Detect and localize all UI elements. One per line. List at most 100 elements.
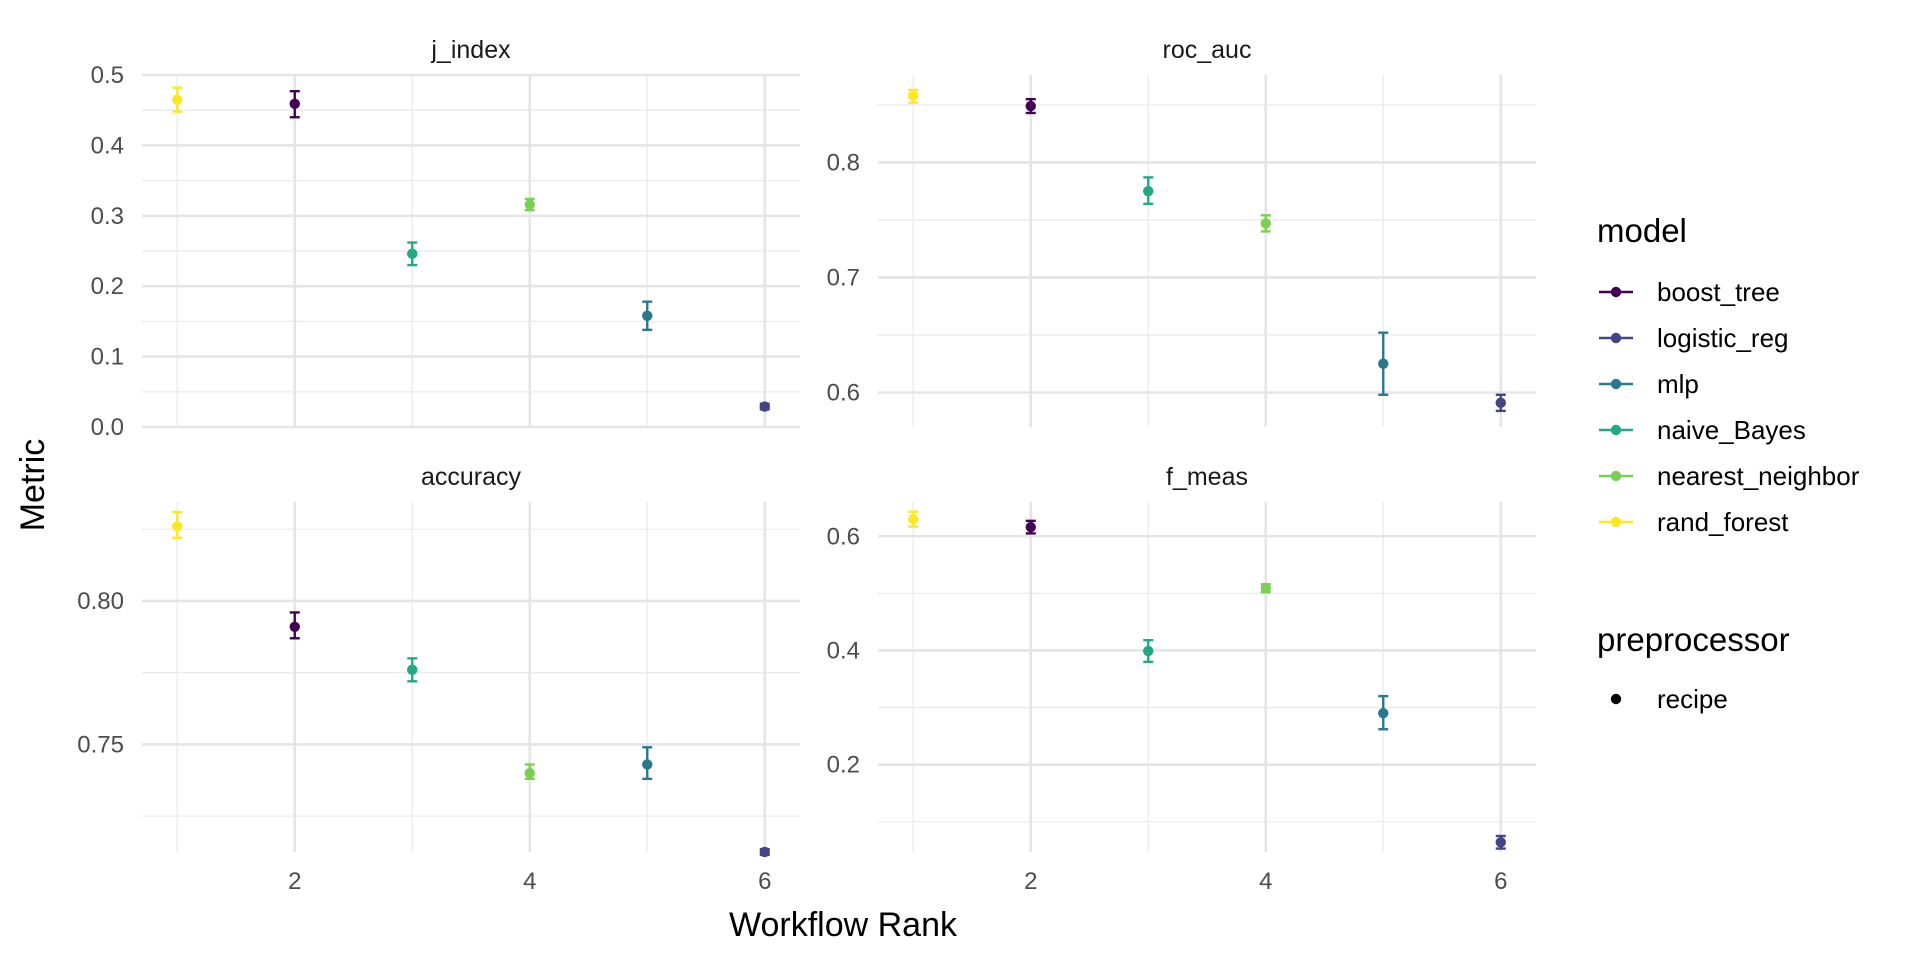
point-mlp (642, 300, 653, 332)
legend-label: logistic_reg (1657, 323, 1789, 353)
panel-title: accuracy (421, 463, 522, 491)
legend-key-point (1610, 424, 1622, 436)
data-point (289, 98, 300, 110)
point-naive_Bayes (1143, 638, 1154, 664)
point-logistic_reg (1495, 393, 1506, 413)
point-rand_forest (908, 510, 919, 528)
data-point (642, 310, 653, 321)
point-mlp (1378, 694, 1389, 731)
legend-model-title: model (1597, 212, 1687, 249)
legend-preprocessor-title: preprocessor (1597, 621, 1790, 658)
point-logistic_reg (759, 401, 770, 412)
data-point (1143, 645, 1154, 657)
point-boost_tree (289, 611, 300, 640)
y-tick-label: 0.75 (77, 731, 124, 758)
x-tick-label: 2 (288, 868, 301, 895)
panel-roc_auc: roc_auc 0.6 0.7 0.8 (827, 36, 1536, 427)
y-tick-label: 0.4 (91, 132, 124, 159)
data-point (524, 199, 535, 210)
legend-key-point (1610, 693, 1622, 705)
point-naive_Bayes (1143, 176, 1154, 206)
panel-title: roc_auc (1163, 36, 1252, 64)
data-point (1495, 397, 1506, 409)
data-point (289, 621, 300, 632)
point-nearest_neighbor (524, 197, 535, 212)
data-point (908, 513, 919, 525)
legend-key-point (1610, 332, 1622, 344)
point-rand_forest (908, 88, 919, 104)
data-point (1025, 521, 1036, 533)
y-tick-label: 0.4 (827, 637, 860, 664)
panel-title: j_index (430, 36, 511, 64)
point-naive_Bayes (407, 241, 418, 267)
x-axis-title: Workflow Rank (729, 906, 958, 944)
data-point (1143, 185, 1154, 197)
point-boost_tree (289, 89, 300, 119)
point-mlp (1378, 331, 1389, 396)
legend-label: rand_forest (1657, 507, 1789, 537)
data-point (759, 401, 770, 412)
y-tick-label: 0.2 (91, 273, 124, 300)
legend-label: mlp (1657, 369, 1699, 399)
point-logistic_reg (1495, 834, 1506, 850)
point-nearest_neighbor (1260, 214, 1271, 233)
x-tick-label: 2 (1024, 868, 1037, 895)
y-tick-label: 0.8 (827, 149, 860, 176)
legend-item-boost_tree: boost_tree (1599, 277, 1780, 307)
data-point (1378, 708, 1389, 719)
legend-item-naive_Bayes: naive_Bayes (1599, 415, 1806, 445)
x-tick-label: 6 (758, 868, 771, 895)
point-rand_forest (172, 510, 183, 540)
y-axis-title: Metric (14, 439, 52, 532)
data-point (759, 846, 770, 858)
data-point (172, 94, 183, 105)
x-tick-label: 4 (523, 868, 536, 895)
point-nearest_neighbor (524, 763, 535, 781)
legend-preprocessor-items: recipe (1610, 684, 1728, 714)
legend-label: naive_Bayes (1657, 415, 1806, 445)
panel-title: f_meas (1166, 463, 1248, 491)
data-point (524, 767, 535, 779)
point-rand_forest (172, 86, 183, 113)
legend-item-nearest_neighbor: nearest_neighbor (1599, 461, 1860, 491)
data-point (1378, 358, 1389, 369)
legend-key-point (1610, 378, 1622, 390)
legend-item-logistic_reg: logistic_reg (1599, 323, 1789, 353)
data-point (1260, 218, 1271, 229)
point-boost_tree (1025, 97, 1036, 115)
legend-item-mlp: mlp (1599, 369, 1699, 399)
panel-accuracy: accuracy 0.75 0.80 2 4 6 (77, 463, 800, 895)
legend-key-point (1610, 470, 1622, 482)
y-tick-label: 0.6 (827, 523, 860, 550)
data-point (1495, 837, 1506, 848)
y-tick-label: 0.0 (91, 414, 124, 441)
x-tick-label: 6 (1494, 868, 1507, 895)
data-point (407, 664, 418, 676)
data-point (407, 248, 418, 260)
legend-item-rand_forest: rand_forest (1599, 507, 1789, 537)
point-mlp (642, 746, 653, 781)
point-naive_Bayes (407, 657, 418, 683)
x-tick-label: 4 (1259, 868, 1272, 895)
data-point (1025, 100, 1036, 112)
legend-label: nearest_neighbor (1657, 461, 1860, 491)
legend-key-point (1610, 286, 1622, 298)
y-tick-label: 0.5 (91, 62, 124, 89)
y-tick-label: 0.80 (77, 588, 124, 615)
panel-f_meas: f_meas 0.2 0.4 0.6 2 4 6 (827, 463, 1536, 895)
legend-key-point (1610, 516, 1622, 528)
panel-j_index: j_index 0.0 0.1 0.2 0.3 0.4 0.5 (91, 36, 800, 441)
point-logistic_reg (759, 846, 770, 858)
legend-item-recipe: recipe (1610, 684, 1728, 714)
facet-panels: j_index 0.0 0.1 0.2 0.3 0.4 0.5 roc_auc 0.6 0.7 0.… (77, 36, 1536, 895)
data-point (172, 521, 183, 532)
data-point (908, 90, 919, 101)
legend-label: recipe (1657, 684, 1728, 714)
y-tick-label: 0.3 (91, 203, 124, 230)
data-point (642, 759, 653, 770)
legend-label: boost_tree (1657, 277, 1780, 307)
point-nearest_neighbor (1260, 583, 1271, 594)
